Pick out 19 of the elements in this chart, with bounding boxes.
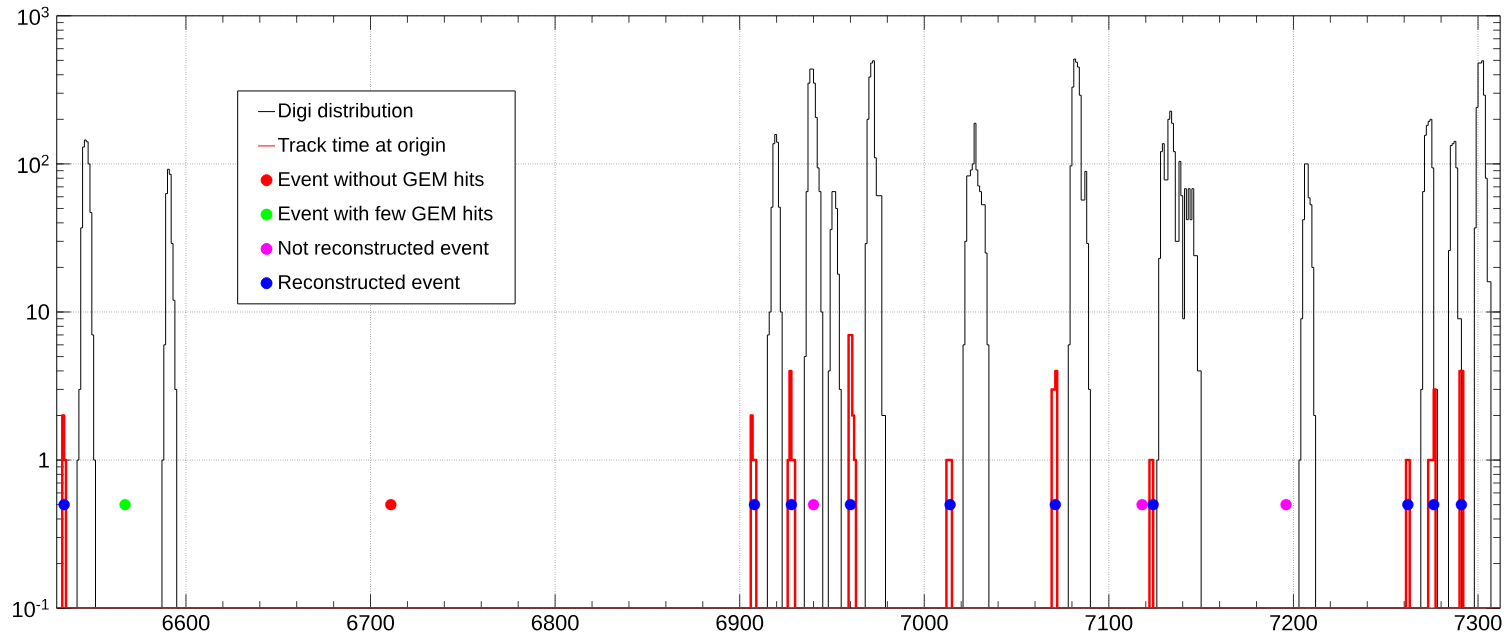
x-tick-label: 6900 <box>716 614 764 631</box>
x-tick-label: 6600 <box>162 614 210 631</box>
legend-label: Digi distribution <box>279 102 413 122</box>
legend-label: Reconstructed event <box>279 274 460 290</box>
legend-label: Not reconstructed event <box>279 240 489 255</box>
legend-label: Event with few GEM hits <box>279 205 493 221</box>
x-tick-label: 7100 <box>1085 614 1133 631</box>
x-tick-label: 6700 <box>347 614 395 631</box>
x-tick-label: 7000 <box>901 614 948 631</box>
x-tick-label: 7300 <box>1454 614 1502 631</box>
y-tick-label: 10 <box>27 304 50 320</box>
x-tick-label: 7200 <box>1270 614 1317 631</box>
legend-label: Track time at origin <box>277 137 445 156</box>
x-tick-label: 6800 <box>531 614 579 631</box>
y-tick-label: 10$^{-1}$ <box>13 598 49 618</box>
legend-label: Event without GEM hits <box>279 171 484 187</box>
y-tick-label: 1 <box>39 452 49 468</box>
y-tick-label: 10$^{3}$ <box>18 6 49 25</box>
y-tick-label: 10$^{2}$ <box>18 154 49 174</box>
